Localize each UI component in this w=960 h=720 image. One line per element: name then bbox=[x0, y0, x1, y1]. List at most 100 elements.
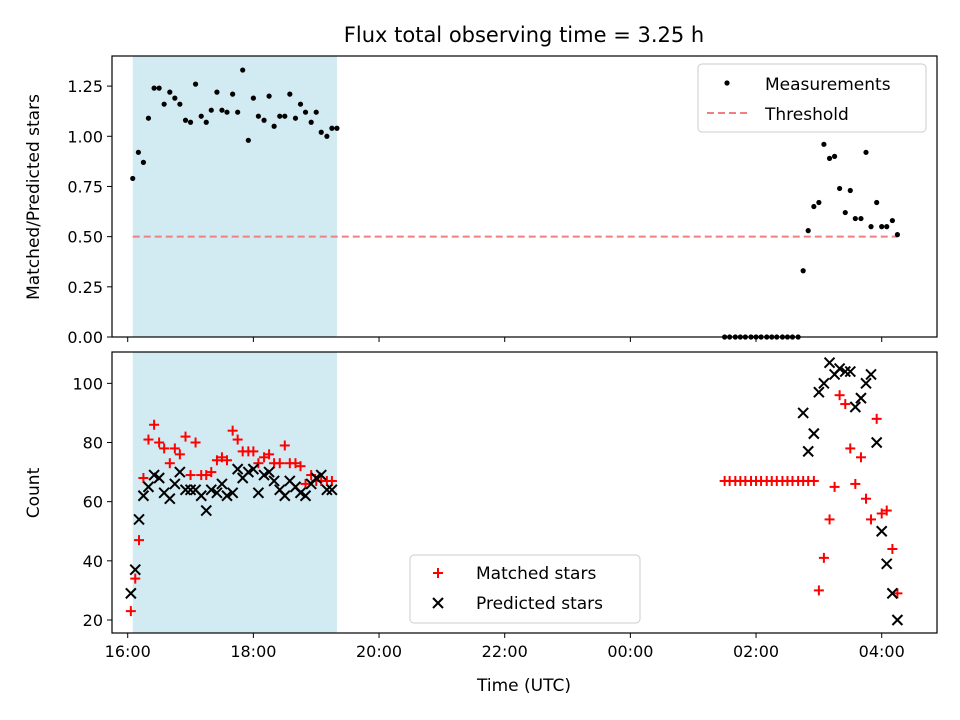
predicted-star-point bbox=[855, 392, 867, 404]
measurement-point bbox=[308, 119, 314, 125]
top-y-tick-label: 1.25 bbox=[67, 77, 103, 96]
matched-star-point bbox=[866, 514, 877, 525]
matched-star-point bbox=[876, 508, 887, 519]
matched-star-point bbox=[154, 437, 165, 448]
matched-star-point bbox=[290, 458, 301, 469]
measurement-point bbox=[324, 133, 330, 139]
matched-star-point bbox=[860, 493, 871, 504]
measurement-point bbox=[868, 224, 874, 230]
predicted-star-point bbox=[802, 445, 814, 458]
measurement-point bbox=[203, 119, 209, 125]
measurement-point bbox=[208, 107, 214, 113]
predicted-star-point bbox=[875, 525, 888, 537]
predicted-star-point bbox=[808, 427, 820, 440]
ratio-panel: 0.00 0.25 0.50 0.75 1.00 1.25 bbox=[67, 55, 938, 347]
matched-star-point bbox=[829, 481, 840, 492]
predicted-star-point bbox=[321, 484, 333, 496]
predicted-star-point bbox=[184, 484, 197, 496]
legend-measurements-label: Measurements bbox=[765, 75, 891, 95]
matched-star-point bbox=[134, 535, 145, 546]
measurement-point bbox=[235, 109, 241, 115]
predicted-star-point bbox=[216, 478, 228, 490]
bottom-y-tick-label: 20 bbox=[83, 611, 103, 630]
measurement-point bbox=[292, 115, 299, 121]
legend-predicted-label: Predicted stars bbox=[476, 594, 603, 614]
top-y-axis-label: Matched/Predicted stars bbox=[24, 94, 44, 300]
predicted-star-point bbox=[849, 401, 862, 413]
matched-star-point bbox=[143, 434, 154, 445]
matched-star-point bbox=[274, 458, 285, 469]
predicted-star-point bbox=[813, 386, 825, 398]
matched-star-point bbox=[887, 543, 898, 554]
matched-star-point bbox=[881, 505, 892, 516]
measurement-point bbox=[151, 85, 157, 91]
predicted-star-point bbox=[326, 484, 338, 496]
matched-star-point bbox=[871, 413, 882, 424]
matched-star-point bbox=[259, 452, 270, 463]
matched-star-point bbox=[211, 455, 222, 466]
predicted-star-point bbox=[174, 466, 186, 478]
bottom-y-tick-label: 80 bbox=[83, 434, 103, 453]
matched-star-point bbox=[185, 470, 196, 481]
predicted-star-point bbox=[870, 436, 883, 449]
predicted-star-point bbox=[133, 513, 145, 526]
predicted-star-point bbox=[797, 407, 809, 419]
bottom-y-tick-label: 40 bbox=[83, 552, 103, 571]
predicted-star-point bbox=[252, 487, 265, 499]
measurement-point bbox=[842, 209, 848, 216]
bottom-y-tick-label: 100 bbox=[72, 374, 103, 393]
measurement-point bbox=[266, 93, 272, 99]
count-panel: 20 40 60 80 100 16:00 18:00 20:00 22:00 00:00 02:0… bbox=[72, 351, 938, 661]
measurement-point bbox=[816, 199, 822, 206]
measurement-point bbox=[230, 91, 236, 97]
matched-star-point bbox=[253, 458, 264, 469]
matched-star-point bbox=[227, 425, 238, 436]
matched-star-point bbox=[190, 437, 201, 448]
top-y-tick-label: 0.00 bbox=[67, 328, 103, 347]
measurement-point bbox=[167, 89, 173, 95]
matched-star-point bbox=[169, 443, 180, 454]
predicted-star-point bbox=[231, 463, 244, 475]
matched-star-point bbox=[159, 443, 170, 454]
measurement-point bbox=[187, 119, 194, 125]
predicted-star-point bbox=[153, 472, 165, 484]
matched-star-point bbox=[808, 475, 819, 486]
predicted-star-point bbox=[886, 587, 899, 600]
measurement-point bbox=[177, 101, 183, 107]
matched-star-point bbox=[300, 478, 311, 489]
matched-star-point bbox=[138, 473, 149, 484]
matched-star-point bbox=[125, 606, 136, 617]
bottom-legend-frame bbox=[409, 554, 641, 624]
measurement-point bbox=[805, 228, 811, 234]
predicted-star-point bbox=[315, 469, 327, 481]
x-tick-label: 20:00 bbox=[356, 642, 402, 661]
measurement-point bbox=[334, 125, 340, 131]
legend-matched-label: Matched stars bbox=[476, 564, 596, 584]
predicted-star-point bbox=[200, 504, 212, 517]
predicted-star-point bbox=[195, 490, 207, 502]
measurement-point bbox=[219, 107, 225, 113]
bottom-y-axis-label: Count bbox=[24, 467, 44, 518]
bottom-y-tick-label: 60 bbox=[83, 493, 103, 512]
measurement-point bbox=[240, 67, 246, 73]
measurement-point bbox=[318, 129, 324, 135]
matched-star-point bbox=[845, 443, 856, 454]
matched-star-point bbox=[834, 390, 845, 401]
measurement-point bbox=[192, 81, 199, 87]
chart-title: Flux total observing time = 3.25 h bbox=[344, 23, 704, 47]
predicted-star-point bbox=[169, 478, 181, 490]
predicted-star-point bbox=[205, 484, 217, 496]
top-y-tick-label: 0.75 bbox=[67, 177, 103, 196]
measurement-point bbox=[800, 268, 806, 274]
measurement-point bbox=[145, 115, 152, 121]
predicted-star-point bbox=[164, 493, 176, 505]
top-legend-frame bbox=[697, 63, 927, 133]
predicted-star-point bbox=[137, 490, 150, 502]
x-axis-label: Time (UTC) bbox=[476, 676, 571, 696]
top-y-tick-label: 0.25 bbox=[67, 278, 103, 297]
legend-threshold-label: Threshold bbox=[764, 105, 849, 125]
bottom-axes-frame bbox=[111, 351, 938, 634]
matched-star-point bbox=[248, 446, 259, 457]
measurement-point bbox=[214, 89, 220, 95]
